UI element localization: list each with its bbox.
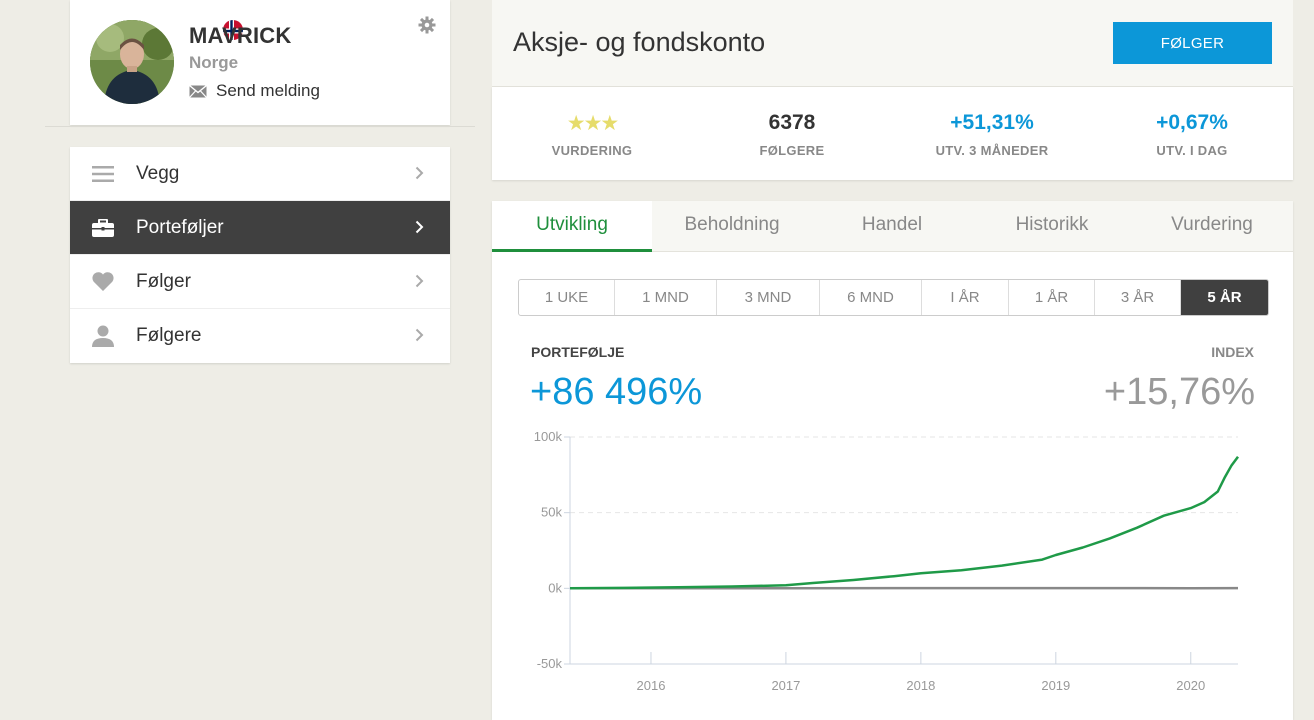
period-6-mnd[interactable]: 6 MND [820, 280, 922, 315]
chevron-right-icon [415, 328, 424, 342]
sidebar-item-label: Følger [136, 270, 191, 292]
rating-stars-icon: ★★★ [566, 112, 619, 135]
stat-label: UTV. I DAG [1156, 143, 1228, 158]
person-icon [70, 325, 136, 347]
portfolio-panel: Utvikling Beholdning Handel Historikk Vu… [492, 201, 1293, 720]
page-title: Aksje- og fondskonto [513, 27, 766, 57]
y-tick-label: 100k [534, 429, 563, 444]
portfolio-series-line [569, 455, 1240, 590]
tab-beholdning[interactable]: Beholdning [684, 214, 780, 235]
heart-icon [70, 272, 136, 291]
chevron-right-icon [415, 220, 424, 234]
follow-button[interactable]: FØLGER [1113, 22, 1272, 64]
user-country: Norge [189, 53, 239, 72]
sidebar-item-vegg[interactable]: Vegg [70, 147, 450, 201]
change-3m-value: +51,31% [950, 111, 1034, 134]
envelope-icon [189, 84, 207, 98]
gear-icon[interactable] [418, 16, 436, 39]
briefcase-icon [70, 218, 136, 237]
sidebar-item-label: Følgere [136, 325, 202, 346]
stat-change-day: +0,67% UTV. I DAG [1092, 111, 1292, 158]
x-tick-label: 2018 [906, 678, 935, 693]
tab-vurdering[interactable]: Vurdering [1171, 214, 1253, 235]
period-1-mnd[interactable]: 1 MND [615, 280, 717, 315]
stat-label: VURDERING [551, 143, 633, 158]
tab-utvikling[interactable]: Utvikling [492, 201, 652, 252]
stats-bar: ★★★ VURDERING 6378 FØLGERE +51,31% UTV. … [492, 87, 1293, 180]
avatar[interactable] [90, 20, 174, 104]
send-message-link[interactable]: Send melding [189, 81, 320, 101]
send-message-label: Send melding [216, 81, 320, 100]
y-tick-label: 0k [548, 580, 562, 595]
followers-count: 6378 [768, 111, 816, 134]
y-tick-label: 50k [541, 505, 562, 520]
tab-handel[interactable]: Handel [861, 214, 923, 235]
avatar-photo-icon [90, 20, 174, 104]
x-tick-label: 2017 [771, 678, 800, 693]
sidebar-nav: Vegg Porteføljer Følger Følgere [70, 147, 450, 363]
x-tick-label: 2016 [637, 678, 666, 693]
menu-icon [70, 165, 136, 182]
stat-change-3m: +51,31% UTV. 3 MÅNEDER [892, 111, 1092, 158]
period-i-ar[interactable]: I ÅR [922, 280, 1009, 315]
account-header: Aksje- og fondskonto FØLGER [492, 0, 1293, 87]
portfolio-return: +86 496% [530, 371, 703, 413]
change-day-value: +0,67% [1156, 111, 1228, 134]
norway-flag-icon [222, 19, 244, 41]
sidebar-item-folgere[interactable]: Følgere [70, 309, 450, 363]
divider [45, 126, 475, 127]
period-1-uke[interactable]: 1 UKE [519, 280, 615, 315]
chevron-right-icon [415, 274, 424, 288]
index-return: +15,76% [1103, 371, 1255, 413]
stat-followers: 6378 FØLGERE [692, 111, 892, 158]
portfolio-label: PORTEFØLJE [531, 344, 625, 360]
profile-card: MAVRICK Norge Send melding [70, 0, 450, 125]
index-label: INDEX [1211, 344, 1254, 360]
period-3-mnd[interactable]: 3 MND [717, 280, 820, 315]
username: MAVRICK [189, 23, 292, 48]
stat-rating: ★★★ VURDERING [492, 111, 692, 158]
y-tick-label: -50k [537, 656, 563, 671]
x-tick-label: 2019 [1041, 678, 1070, 693]
period-3-ar[interactable]: 3 ÅR [1095, 280, 1181, 315]
stat-label: FØLGERE [759, 143, 825, 158]
sidebar-item-label: Vegg [136, 162, 180, 184]
sidebar-item-folger[interactable]: Følger [70, 255, 450, 309]
tab-historikk[interactable]: Historikk [1015, 214, 1089, 235]
sidebar-item-portefoljer[interactable]: Porteføljer [70, 201, 450, 255]
performance-chart[interactable]: 100k 50k 0k -50k 2016 2017 2018 2019 2020 [492, 201, 1293, 720]
period-selector: 1 UKE 1 MND 3 MND 6 MND I ÅR 1 ÅR 3 ÅR 5… [518, 279, 1269, 316]
chevron-right-icon [415, 166, 424, 180]
sidebar-item-label: Porteføljer [136, 216, 224, 238]
period-1-ar[interactable]: 1 ÅR [1009, 280, 1095, 315]
stat-label: UTV. 3 MÅNEDER [935, 143, 1049, 158]
period-5-ar[interactable]: 5 ÅR [1181, 280, 1268, 315]
tab-bar: Utvikling Beholdning Handel Historikk Vu… [492, 201, 1293, 252]
x-tick-label: 2020 [1176, 678, 1205, 693]
